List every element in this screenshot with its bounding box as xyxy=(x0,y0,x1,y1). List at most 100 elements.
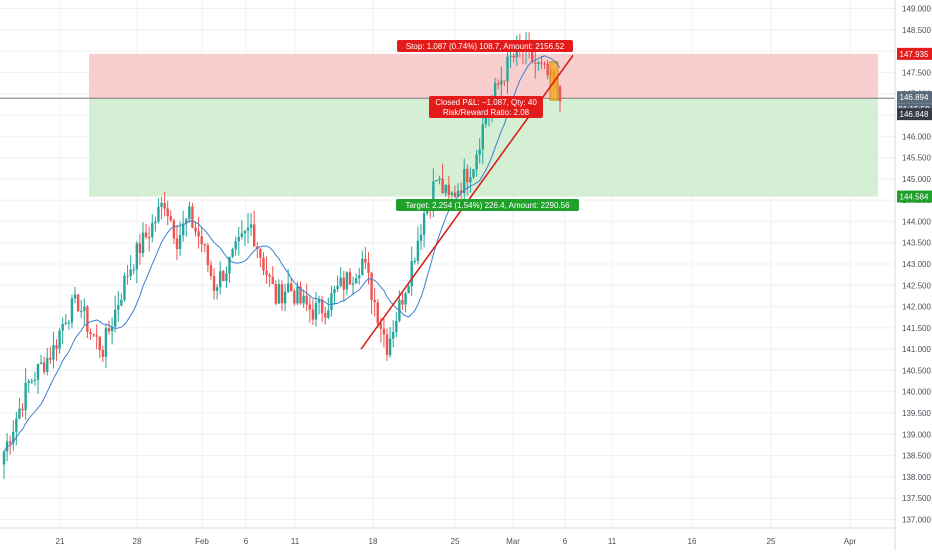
candle-body xyxy=(98,336,101,351)
candle-body xyxy=(540,62,543,64)
candle-body xyxy=(110,326,114,332)
candle-body xyxy=(141,232,145,254)
price-tick-label: 141.000 xyxy=(902,345,931,354)
time-tick-label: 18 xyxy=(369,537,378,546)
candle-body xyxy=(253,224,256,247)
time-tick-label: 16 xyxy=(688,537,697,546)
candle-body xyxy=(203,244,206,246)
price-tick-label: 147.500 xyxy=(902,68,931,77)
candle-body xyxy=(194,227,197,232)
candle-body xyxy=(392,332,395,339)
candle-body xyxy=(237,236,240,242)
candle-body xyxy=(311,309,315,320)
price-tick-label: 145.000 xyxy=(902,175,931,184)
time-tick-label: Feb xyxy=(195,537,209,546)
candle-body xyxy=(305,295,308,305)
price-axis[interactable]: 137.000 137.500 138.000 138.500 139.000 139.5… xyxy=(894,0,931,550)
candle-body xyxy=(438,178,441,180)
candle-body xyxy=(101,350,105,357)
price-tick-label: 142.000 xyxy=(902,303,931,312)
candle-body xyxy=(435,179,438,182)
candle-body xyxy=(450,192,454,196)
time-tick-label: 6 xyxy=(244,537,249,546)
stop-loss-zone[interactable] xyxy=(89,53,878,99)
price-tick-label: 140.000 xyxy=(902,388,931,397)
price-tick-label: 145.500 xyxy=(902,154,931,163)
price-tick-label: 137.500 xyxy=(902,494,931,503)
price-tick-label: 138.500 xyxy=(902,452,931,461)
candle-body xyxy=(70,298,74,323)
candle-body xyxy=(95,335,98,337)
time-tick-label: 11 xyxy=(608,537,617,546)
candle-body xyxy=(373,299,376,303)
candle-body xyxy=(222,271,225,282)
time-tick-label: 21 xyxy=(56,537,65,546)
candle-body xyxy=(345,272,349,290)
price-tick-label: 139.500 xyxy=(902,409,931,418)
candle-body xyxy=(114,309,117,327)
price-tag-target: 144.584 xyxy=(897,190,932,203)
candle-body xyxy=(342,277,345,290)
candle-body xyxy=(503,80,506,82)
target-label[interactable]: Target: 2.254 (1.54%) 226.4, Amount: 229… xyxy=(396,199,579,211)
candle-body xyxy=(472,169,475,178)
price-tick-label: 144.000 xyxy=(902,217,931,226)
time-tick-label: 25 xyxy=(451,537,460,546)
price-tick-label: 139.000 xyxy=(902,430,931,439)
candle-body xyxy=(348,272,352,285)
candle-body xyxy=(293,290,296,304)
candle-body xyxy=(290,283,293,291)
candle-body xyxy=(209,265,213,277)
candle-body xyxy=(459,190,463,193)
candle-body xyxy=(144,232,148,238)
target-label-text: Target: 2.254 (1.54%) 226.4, Amount: 229… xyxy=(405,201,570,210)
price-tick-label: 138.000 xyxy=(902,473,931,482)
candle-body xyxy=(181,223,185,236)
candle-body xyxy=(314,302,318,320)
candle-body xyxy=(274,283,278,304)
price-tick-label: 143.500 xyxy=(902,239,931,248)
candle-body xyxy=(317,299,321,303)
candle-body xyxy=(280,284,284,304)
candle-body xyxy=(401,299,404,305)
candle-body xyxy=(58,330,61,349)
price-tag-last: 146.848 xyxy=(897,108,932,121)
candle-body xyxy=(506,56,509,82)
price-tick-label: 146.000 xyxy=(902,132,931,141)
closed-pnl-label[interactable]: Closed P&L: −1.087, Qty: 40 Risk/Reward … xyxy=(429,96,543,118)
candle-body xyxy=(160,202,163,207)
candle-body xyxy=(151,223,154,238)
candle-body xyxy=(126,275,129,277)
candle-body xyxy=(46,357,49,372)
candle-body xyxy=(466,168,469,183)
time-tick-label: 28 xyxy=(133,537,142,546)
candle-body xyxy=(166,208,169,217)
candle-body xyxy=(262,257,265,271)
candle-body xyxy=(481,124,484,150)
stop-label[interactable]: Stop: 1.087 (0.74%) 108.7, Amount: 2156.… xyxy=(397,40,573,52)
candle-body xyxy=(67,322,71,324)
candle-body xyxy=(243,230,247,234)
candle-body xyxy=(382,328,386,335)
price-tick-label: 143.000 xyxy=(902,260,931,269)
price-tick-label: 148.500 xyxy=(902,26,931,35)
candle-body xyxy=(484,116,488,125)
candle-body xyxy=(330,293,333,311)
candle-body xyxy=(444,184,447,194)
candle-body xyxy=(286,283,290,292)
candle-body xyxy=(61,323,64,331)
candle-body xyxy=(558,86,562,102)
candle-body xyxy=(27,381,30,383)
time-axis[interactable]: 21 28 Feb 6 11 18 25 Mar 6 11 16 25 Apr xyxy=(0,527,895,546)
price-tag-entry-text: 146.894 xyxy=(900,93,929,102)
candle-body xyxy=(296,286,299,304)
price-tick-label: 141.500 xyxy=(902,324,931,333)
candle-body xyxy=(175,238,179,250)
candle-body xyxy=(361,258,364,276)
candle-body xyxy=(475,154,478,170)
price-tick-label: 140.500 xyxy=(902,366,931,375)
candle-body xyxy=(33,379,37,382)
candle-body xyxy=(206,245,210,266)
